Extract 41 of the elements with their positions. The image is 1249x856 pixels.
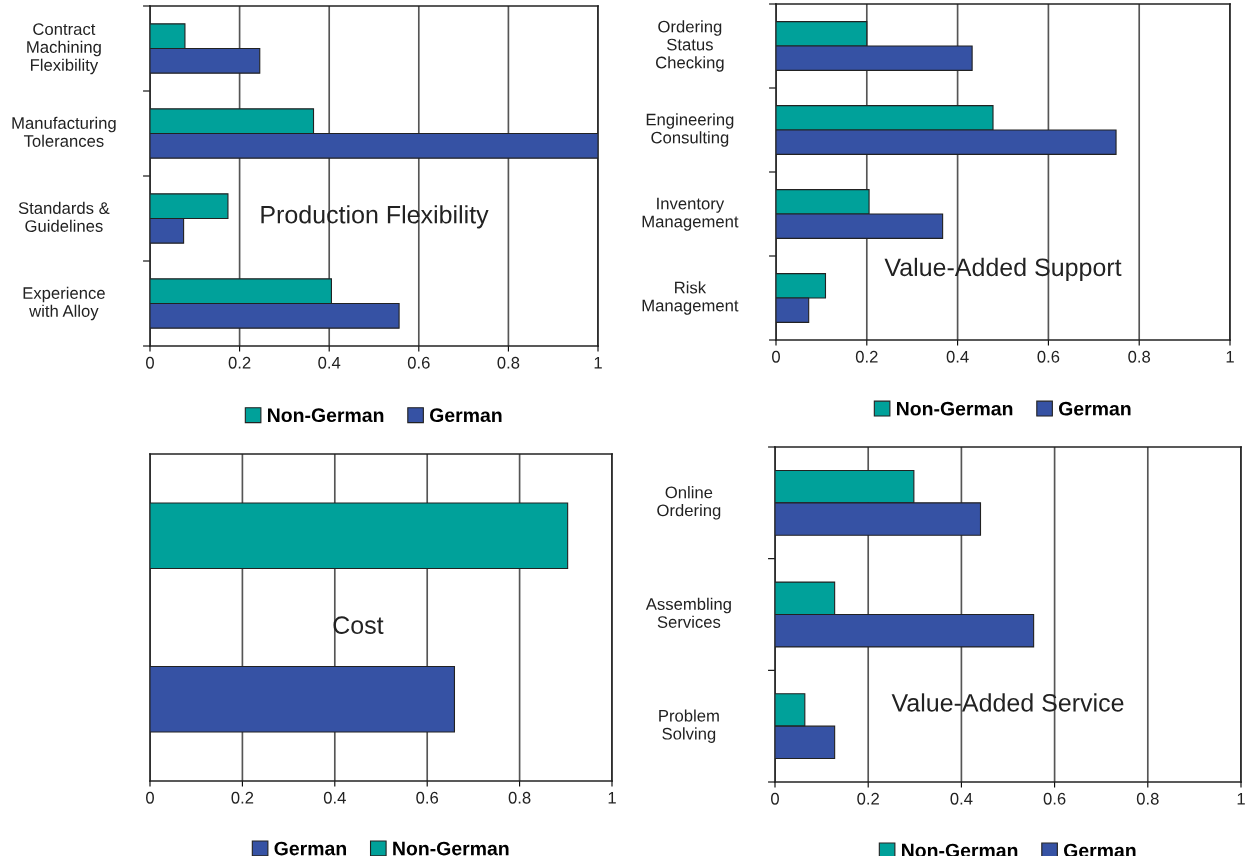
legend-label: German	[1058, 401, 1131, 416]
x-tick-label: 1	[1237, 793, 1245, 805]
y-tick-label: Standards & Guidelines	[18, 201, 110, 232]
x-tick-label: 0.4	[323, 791, 346, 804]
x-tick-label: 0	[771, 792, 779, 805]
legend-label: Non-German	[268, 408, 384, 423]
x-tick-label: 0.8	[508, 791, 531, 804]
x-tick-label: 0.2	[857, 792, 879, 805]
y-tick-label: Manufacturing Tolerances	[12, 116, 116, 147]
x-tick-label: 0.4	[946, 350, 969, 363]
legend-label: German	[429, 408, 502, 423]
x-tick-label: 0	[772, 350, 780, 363]
y-tick-label: Experience with Alloy	[23, 286, 105, 321]
x-tick-label: 0.2	[231, 791, 254, 804]
x-tick-label: 0.6	[1043, 792, 1066, 805]
x-tick-label: 0.2	[855, 350, 878, 363]
y-tick-label: Ordering Status Checking	[656, 20, 724, 72]
x-tick-label: 0.6	[1037, 350, 1060, 363]
x-tick-label: 1	[608, 792, 616, 804]
x-tick-label: 0	[146, 356, 154, 369]
y-tick-label: Risk Management	[642, 281, 739, 315]
y-tick-label: Contract Machining Flexibility	[27, 23, 101, 75]
legend-label: Non-German	[393, 841, 509, 856]
x-tick-label: 1	[1226, 351, 1234, 363]
x-tick-label: 0.2	[228, 356, 251, 369]
y-tick-label: Assembling Services	[645, 597, 731, 628]
y-tick-label: Engineering Consulting	[646, 113, 734, 147]
x-tick-label: 0	[146, 791, 154, 804]
y-tick-label: Problem Solving	[659, 709, 719, 743]
x-tick-label: 0.6	[416, 791, 439, 804]
x-tick-label: 1	[594, 357, 602, 369]
x-tick-label: 0.8	[1136, 792, 1159, 805]
legend-label: German	[274, 841, 346, 856]
x-tick-label: 0.6	[407, 356, 430, 369]
legend-label: Non-German	[897, 401, 1013, 416]
y-tick-label: Online Ordering	[657, 486, 721, 520]
x-tick-label: 0.4	[950, 792, 973, 805]
y-tick-label: Inventory Management	[642, 197, 739, 231]
x-tick-label: 0.8	[497, 356, 520, 369]
x-tick-label: 0.8	[1128, 350, 1151, 363]
x-tick-label: 0.4	[318, 356, 341, 369]
